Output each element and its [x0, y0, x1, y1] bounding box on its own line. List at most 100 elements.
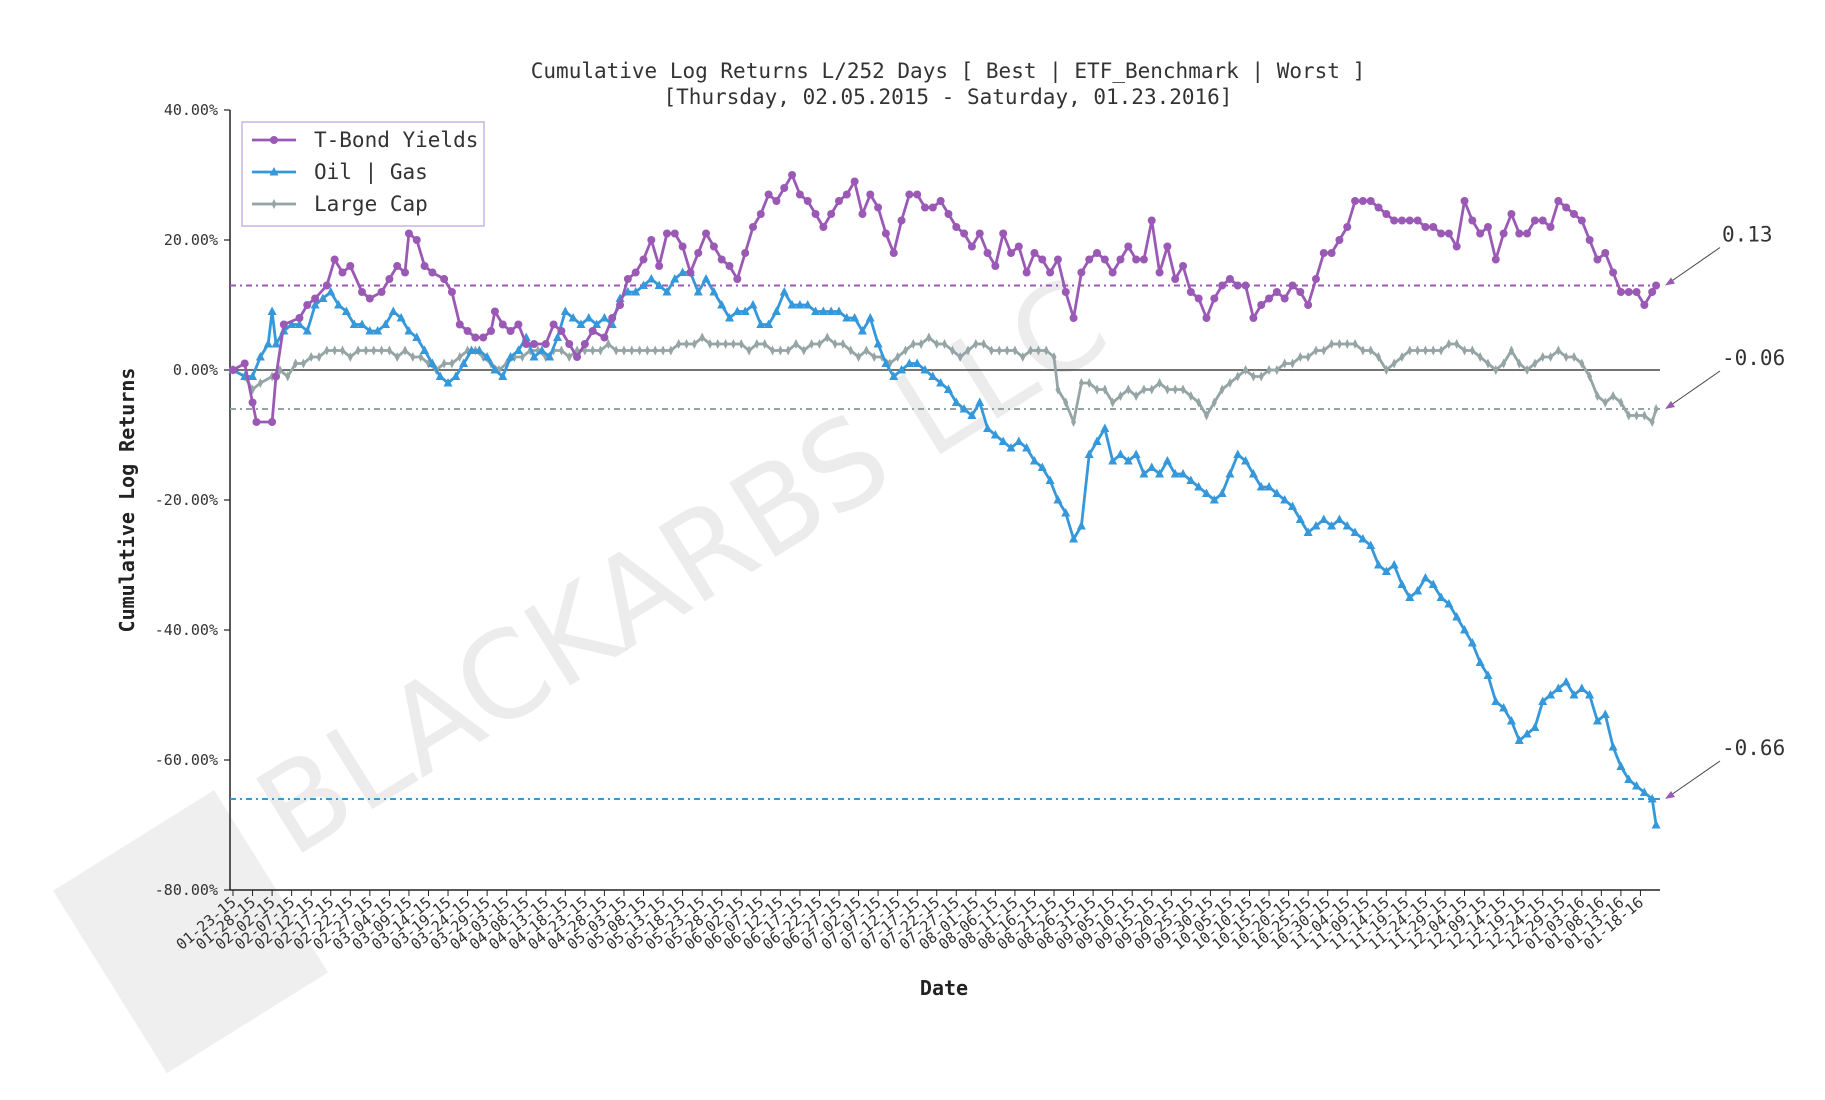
- data-point: [1358, 534, 1368, 543]
- annotation-arrowhead: [1665, 401, 1675, 409]
- data-point: [754, 339, 760, 349]
- data-point: [1618, 397, 1624, 408]
- data-point: [1407, 345, 1413, 356]
- data-point: [410, 352, 416, 362]
- data-point: [1652, 281, 1661, 290]
- data-point: [863, 345, 869, 356]
- data-point: [848, 345, 854, 356]
- data-point: [412, 332, 422, 341]
- data-point: [255, 352, 265, 361]
- data-point: [748, 300, 758, 309]
- data-point: [1289, 358, 1295, 369]
- data-point: [300, 358, 306, 369]
- data-point: [441, 358, 447, 369]
- data-point: [1007, 249, 1016, 257]
- data-point: [1132, 255, 1141, 264]
- data-point: [1641, 410, 1647, 421]
- data-point: [1116, 255, 1125, 264]
- data-point: [449, 358, 455, 369]
- data-point: [1501, 358, 1507, 369]
- data-point: [631, 287, 641, 296]
- data-point: [1071, 417, 1077, 427]
- data-point: [957, 352, 963, 362]
- data-point: [1374, 560, 1384, 569]
- data-point: [498, 320, 507, 329]
- data-point: [1227, 378, 1233, 388]
- data-point: [998, 436, 1008, 445]
- data-point: [1313, 345, 1319, 356]
- data-point: [1038, 255, 1047, 264]
- data-point: [1546, 223, 1555, 231]
- data-point: [451, 371, 461, 380]
- data-point: [1282, 358, 1288, 369]
- data-point: [1233, 449, 1243, 458]
- data-point: [660, 345, 666, 356]
- data-point: [339, 345, 345, 356]
- data-point: [1110, 397, 1116, 408]
- data-point: [285, 371, 291, 382]
- chart-title: Cumulative Log Returns L/252 Days [ Best…: [531, 59, 1365, 84]
- data-point: [699, 332, 705, 343]
- data-point: [269, 167, 279, 176]
- data-point: [1280, 495, 1290, 504]
- data-point: [803, 300, 813, 309]
- data-point: [1351, 197, 1360, 205]
- data-point: [584, 313, 594, 322]
- y-tick-label: -20.00%: [155, 491, 218, 509]
- data-point: [646, 274, 656, 283]
- data-point: [1012, 345, 1018, 356]
- data-point: [777, 345, 783, 356]
- data-point: [678, 242, 687, 251]
- data-point: [1211, 397, 1217, 408]
- data-point: [842, 190, 851, 199]
- data-point: [248, 398, 257, 407]
- data-point: [1162, 456, 1172, 465]
- data-point: [1436, 592, 1446, 601]
- data-point: [1374, 203, 1383, 212]
- data-point: [702, 229, 711, 238]
- data-point: [580, 340, 589, 348]
- data-point: [975, 229, 984, 238]
- data-point: [1609, 268, 1618, 277]
- data-point: [983, 249, 992, 257]
- data-point: [428, 268, 437, 277]
- data-point: [623, 287, 633, 296]
- data-point: [267, 306, 277, 315]
- data-point: [1029, 456, 1039, 465]
- data-point: [897, 365, 907, 374]
- data-point: [1585, 690, 1595, 699]
- data-point: [973, 339, 979, 349]
- data-point: [338, 268, 347, 277]
- data-point: [393, 262, 402, 270]
- data-point: [552, 332, 562, 341]
- data-point: [404, 229, 413, 238]
- data-point: [920, 365, 930, 374]
- data-point: [427, 358, 437, 367]
- data-point: [1460, 625, 1470, 634]
- data-point: [565, 340, 574, 348]
- annotation-arrow: [1670, 760, 1721, 796]
- data-point: [412, 236, 421, 244]
- data-point: [1055, 384, 1061, 395]
- data-point: [1006, 443, 1016, 452]
- data-point: [514, 320, 523, 329]
- annotation-arrow: [1670, 370, 1721, 406]
- data-point: [686, 268, 695, 277]
- data-point: [1639, 787, 1649, 796]
- data-point: [330, 255, 339, 264]
- data-point: [678, 267, 688, 276]
- data-point: [795, 300, 805, 309]
- data-point: [668, 345, 674, 356]
- data-point: [1149, 384, 1155, 395]
- data-point: [346, 262, 355, 270]
- data-point: [513, 345, 523, 354]
- data-point: [1616, 288, 1625, 296]
- data-point: [334, 300, 344, 309]
- data-point: [471, 333, 480, 342]
- data-point: [1218, 281, 1227, 290]
- data-point: [1043, 345, 1049, 356]
- data-point: [1360, 345, 1366, 356]
- data-point: [1311, 275, 1320, 283]
- data-point: [1523, 229, 1532, 238]
- data-point: [928, 203, 937, 212]
